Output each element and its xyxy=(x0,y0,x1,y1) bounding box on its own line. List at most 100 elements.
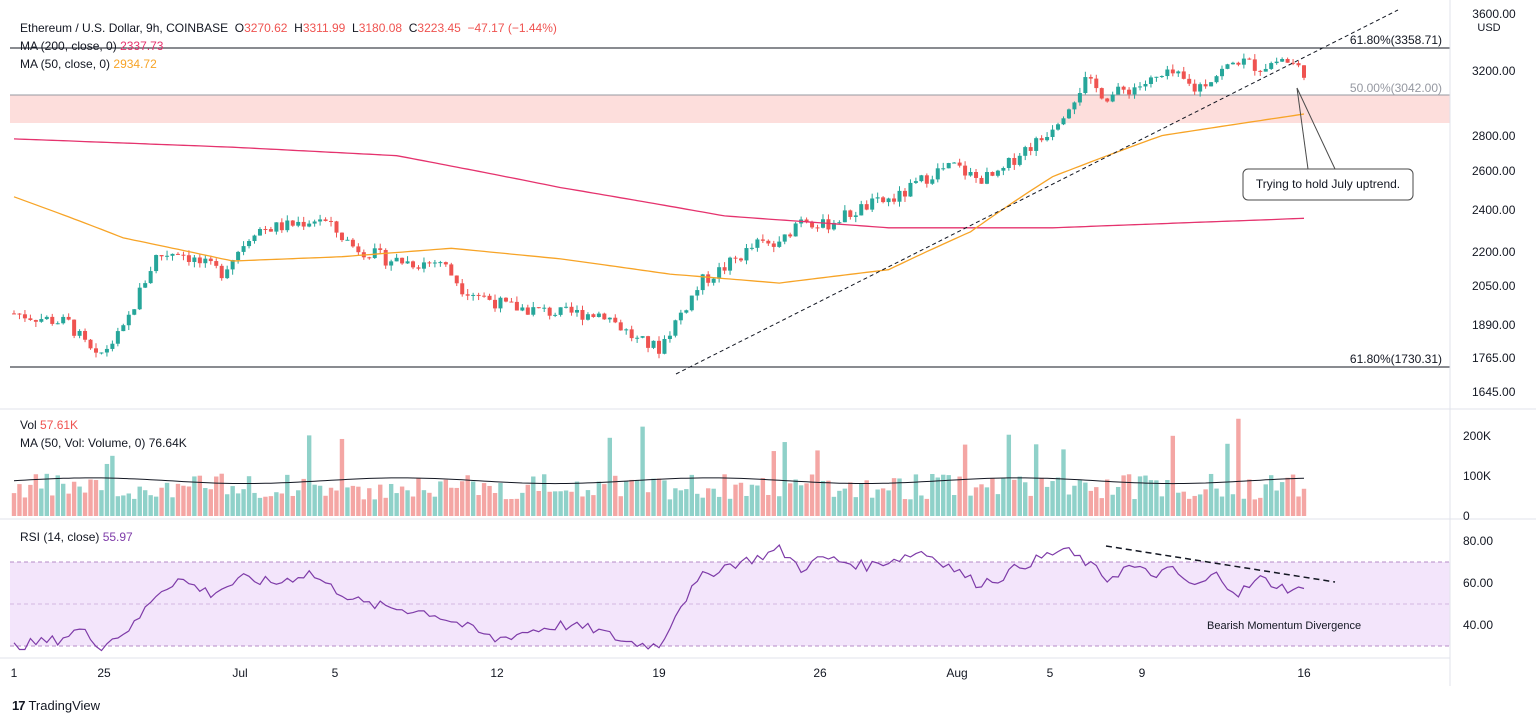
volume-legend[interactable]: Vol 57.61K xyxy=(20,418,78,432)
volume-bar xyxy=(951,495,957,516)
volume-bar xyxy=(1066,494,1072,516)
volume-bar xyxy=(306,435,312,516)
time-axis[interactable]: 1 25 Jul 5 12 19 26 Aug 5 9 16 xyxy=(11,666,1311,680)
candle-body xyxy=(717,267,722,279)
volume-bar xyxy=(618,496,623,516)
candle-body xyxy=(913,181,918,183)
volume-bar xyxy=(727,498,733,516)
rsi-legend[interactable]: RSI (14, close) 55.97 xyxy=(20,530,133,544)
candle-body xyxy=(837,222,842,224)
candle-body xyxy=(443,262,448,265)
volume-bar xyxy=(886,490,891,516)
candle-body xyxy=(952,162,957,164)
candle-body xyxy=(285,220,290,231)
tradingview-icon: 17 xyxy=(12,698,26,713)
candle-body xyxy=(383,249,388,266)
candle-body xyxy=(1001,167,1006,171)
callout-text: Trying to hold July uptrend. xyxy=(1256,177,1400,191)
candle-body xyxy=(290,220,295,226)
volume-bar xyxy=(28,484,33,516)
volume-bar xyxy=(596,481,602,516)
volume-ma-legend[interactable]: MA (50, Vol: Volume, 0) 76.64K xyxy=(20,436,187,450)
volume-bar xyxy=(1033,444,1039,516)
volume-bar xyxy=(1230,494,1236,516)
volume-bar xyxy=(44,473,49,516)
candle-body xyxy=(749,247,754,249)
candle-body xyxy=(257,228,262,236)
volume-bar xyxy=(509,498,514,516)
candle-body xyxy=(389,261,394,266)
volume-axis[interactable]: 200K 100K 0 xyxy=(1463,429,1491,523)
volume-bar xyxy=(1083,482,1088,516)
candle-body xyxy=(1209,82,1214,87)
volume-bar xyxy=(580,496,585,516)
fib-label-61-bottom: 61.80%(1730.31) xyxy=(1350,352,1442,366)
candle-body xyxy=(350,239,355,247)
rsi-axis[interactable]: 80.00 60.00 40.00 xyxy=(1463,534,1493,632)
candle-body xyxy=(279,222,284,231)
time-tick: 25 xyxy=(97,666,111,680)
candle-body xyxy=(777,241,782,247)
price-tick: 3200.00 xyxy=(1472,64,1516,78)
volume-bar xyxy=(1214,488,1219,516)
volume-bar xyxy=(782,442,787,516)
candle-body xyxy=(831,222,836,230)
volume-bar xyxy=(859,483,864,516)
candle-body xyxy=(738,258,743,261)
ma200-legend[interactable]: MA (200, close, 0) 2337.73 xyxy=(20,39,163,53)
volume-bar xyxy=(170,497,175,516)
volume-bar xyxy=(645,492,651,516)
candle-body xyxy=(1214,76,1219,83)
volume-bar xyxy=(1044,486,1050,516)
candle-body xyxy=(804,219,809,222)
candle-body xyxy=(17,313,22,315)
volume-bar xyxy=(667,499,673,516)
price-tick: 2200.00 xyxy=(1472,245,1516,259)
tradingview-wordmark: TradingView xyxy=(28,698,101,713)
volume-bar xyxy=(503,499,509,516)
candle-body xyxy=(1230,62,1235,65)
price-axis[interactable]: 3600.00 3200.00 2800.00 2600.00 2400.00 … xyxy=(1472,7,1516,399)
time-tick: 19 xyxy=(652,666,666,680)
candle-body xyxy=(498,297,503,309)
volume-bar xyxy=(804,483,809,516)
candle-body xyxy=(33,319,38,322)
candle-body xyxy=(624,329,629,331)
candle-body xyxy=(1039,138,1044,141)
volume-bar xyxy=(558,491,563,516)
tradingview-logo[interactable]: 17 TradingView xyxy=(12,698,100,713)
volume-bar xyxy=(891,478,897,516)
candle-body xyxy=(1263,68,1268,72)
symbol-legend[interactable]: Ethereum / U.S. Dollar, 9h, COINBASE O32… xyxy=(20,21,557,35)
candle-body xyxy=(460,283,465,295)
volume-bar xyxy=(1023,482,1028,516)
volume-bar xyxy=(908,499,913,516)
open-label: O xyxy=(234,21,245,35)
candle-body xyxy=(367,257,372,259)
candle-body xyxy=(930,179,935,184)
volume-bar xyxy=(853,497,858,516)
price-tick: 1890.00 xyxy=(1472,318,1516,332)
candle-body xyxy=(487,295,492,300)
volume-bar xyxy=(1192,495,1197,516)
candle-body xyxy=(1083,77,1088,94)
candle-body xyxy=(1187,78,1192,84)
volume-bar xyxy=(711,488,716,516)
volume-bar xyxy=(520,492,525,516)
candle-body xyxy=(356,246,361,253)
time-tick: 5 xyxy=(332,666,339,680)
candle-body xyxy=(602,313,607,320)
candle-body xyxy=(711,278,716,283)
candle-body xyxy=(771,243,776,247)
volume-bar xyxy=(678,490,684,516)
volume-bar xyxy=(1099,498,1104,516)
volume-bar xyxy=(831,496,837,516)
volume-bar xyxy=(224,494,230,516)
candle-body xyxy=(1006,157,1011,168)
time-tick: 1 xyxy=(11,666,18,680)
candle-body xyxy=(744,248,749,261)
candle-body xyxy=(61,316,66,324)
candle-body xyxy=(657,340,661,354)
candle-body xyxy=(230,259,235,270)
ma50-legend[interactable]: MA (50, close, 0) 2934.72 xyxy=(20,57,157,71)
